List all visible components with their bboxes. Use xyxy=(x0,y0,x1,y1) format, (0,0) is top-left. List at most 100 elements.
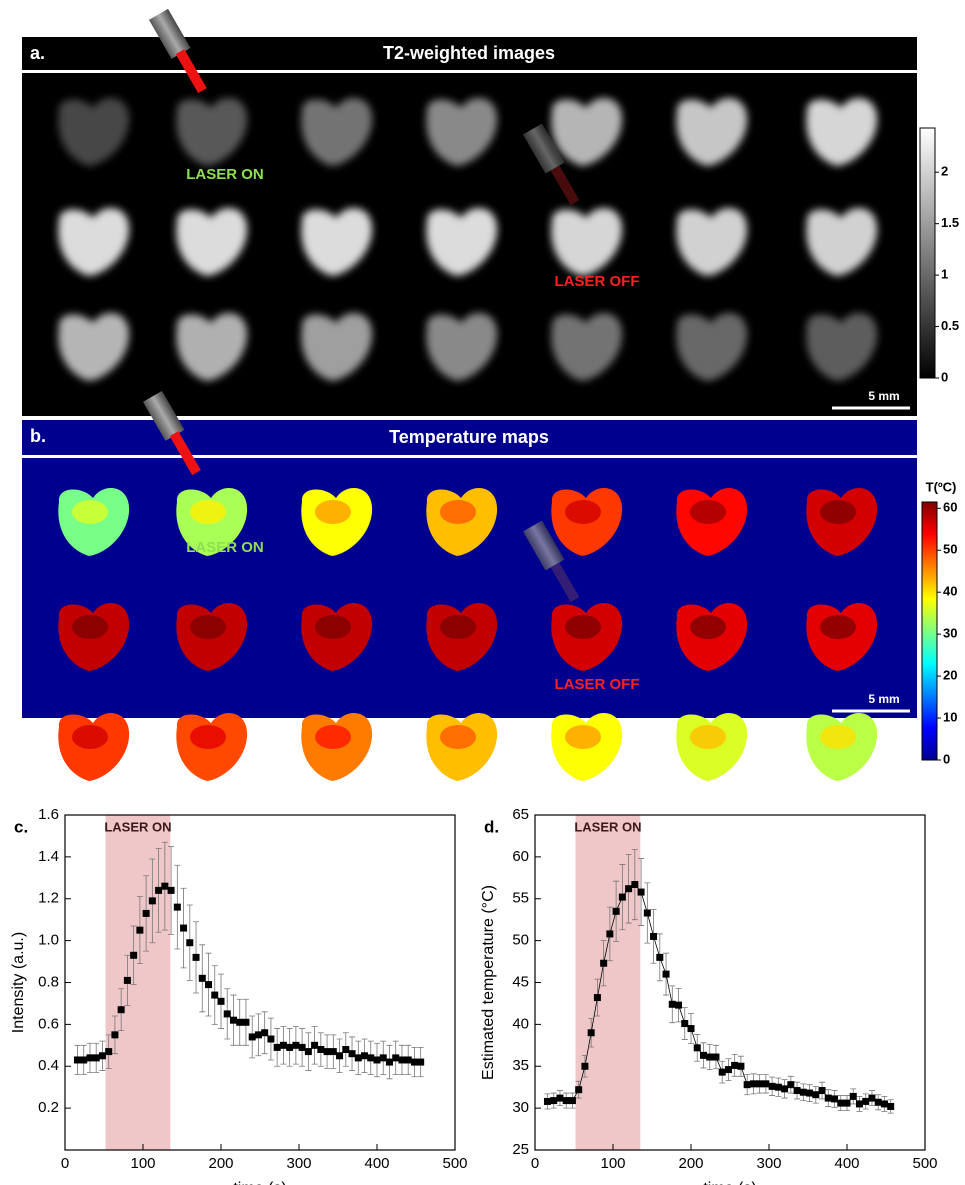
panel-title: T2-weighted images xyxy=(383,43,555,63)
x-tick-label: 0 xyxy=(531,1155,539,1172)
marker xyxy=(643,909,651,917)
marker xyxy=(142,909,150,917)
x-tick-label: 400 xyxy=(834,1155,859,1172)
image-blob xyxy=(426,207,498,276)
y-tick-label: 60 xyxy=(512,848,529,865)
image-blob xyxy=(58,97,130,166)
marker xyxy=(217,997,225,1005)
map-core xyxy=(72,500,108,524)
image-blob xyxy=(806,312,878,381)
marker xyxy=(286,1043,294,1051)
marker xyxy=(650,932,658,940)
laser-icon xyxy=(142,390,201,476)
map-core xyxy=(190,615,226,639)
marker xyxy=(292,1041,300,1049)
map-core xyxy=(820,500,856,524)
marker xyxy=(173,903,181,911)
colorbar-title: T(ºC) xyxy=(926,479,957,494)
map-core xyxy=(565,500,601,524)
image-blob xyxy=(58,312,130,381)
marker xyxy=(550,1097,558,1105)
marker xyxy=(824,1094,832,1102)
annotation: LASER OFF xyxy=(555,676,640,693)
annotation: LASER ON xyxy=(186,539,264,556)
x-tick-label: 200 xyxy=(208,1155,233,1172)
y-tick-label: 40 xyxy=(512,1015,529,1032)
marker xyxy=(768,1082,776,1090)
map-core xyxy=(690,500,726,524)
image-blob xyxy=(176,97,248,166)
marker xyxy=(92,1054,100,1062)
marker xyxy=(236,1018,244,1026)
marker xyxy=(600,959,608,967)
marker xyxy=(855,1100,863,1108)
marker xyxy=(317,1046,325,1053)
marker xyxy=(205,981,213,989)
marker xyxy=(731,1061,739,1069)
image-blob xyxy=(426,97,498,166)
map-core xyxy=(440,615,476,639)
laser-icon xyxy=(522,123,580,206)
image-blob xyxy=(551,312,623,381)
colorbar-tick-label: 0 xyxy=(941,369,948,384)
marker xyxy=(367,1054,375,1062)
marker xyxy=(618,893,626,901)
map-core xyxy=(690,725,726,749)
marker xyxy=(799,1088,807,1096)
marker xyxy=(737,1062,745,1070)
marker xyxy=(298,1043,306,1051)
marker xyxy=(105,1048,113,1056)
y-tick-label: 1.4 xyxy=(38,848,59,865)
panel-label: b. xyxy=(30,426,46,446)
x-axis-label: time (s) xyxy=(703,1180,756,1185)
marker xyxy=(868,1094,876,1102)
plot-frame xyxy=(534,814,926,1151)
image-blob xyxy=(806,207,878,276)
y-tick-label: 25 xyxy=(512,1141,529,1158)
marker xyxy=(417,1058,425,1066)
marker xyxy=(806,1089,814,1097)
marker xyxy=(211,991,219,999)
marker xyxy=(606,930,614,938)
marker xyxy=(681,1020,689,1028)
marker xyxy=(342,1046,350,1053)
image-blob xyxy=(301,207,373,276)
y-tick-label: 0.2 xyxy=(38,1099,59,1116)
panel-label: d. xyxy=(484,817,499,836)
map-core xyxy=(440,500,476,524)
marker xyxy=(837,1099,845,1107)
marker xyxy=(223,1010,231,1018)
image-blob xyxy=(176,312,248,381)
marker xyxy=(261,1029,269,1037)
map-core xyxy=(315,500,351,524)
image-blob xyxy=(551,97,623,166)
marker xyxy=(668,1000,676,1008)
colorbar-tick-label: 10 xyxy=(943,709,957,724)
marker xyxy=(361,1052,369,1060)
colorbar xyxy=(919,127,936,379)
shade xyxy=(105,815,171,1150)
y-tick-label: 50 xyxy=(512,932,529,949)
image-blob xyxy=(676,312,748,381)
marker xyxy=(323,1048,331,1056)
marker xyxy=(304,1048,312,1056)
colorbar-tick-label: 0 xyxy=(943,751,950,766)
marker xyxy=(706,1053,714,1061)
marker xyxy=(743,1081,751,1089)
annotation: LASER OFF xyxy=(555,273,640,290)
map-core xyxy=(190,500,226,524)
y-axis-label: Estimated temperature (°C) xyxy=(480,885,497,1080)
image-blob xyxy=(176,207,248,276)
colorbar-tick-label: 60 xyxy=(943,500,957,515)
marker xyxy=(98,1052,106,1060)
marker xyxy=(404,1056,412,1064)
marker xyxy=(762,1080,770,1088)
image-blob xyxy=(551,207,623,276)
divider xyxy=(22,455,917,458)
marker xyxy=(392,1054,400,1062)
shade xyxy=(575,815,641,1150)
image-blob xyxy=(676,97,748,166)
marker xyxy=(724,1066,732,1074)
marker xyxy=(192,953,200,961)
marker xyxy=(111,1031,119,1039)
